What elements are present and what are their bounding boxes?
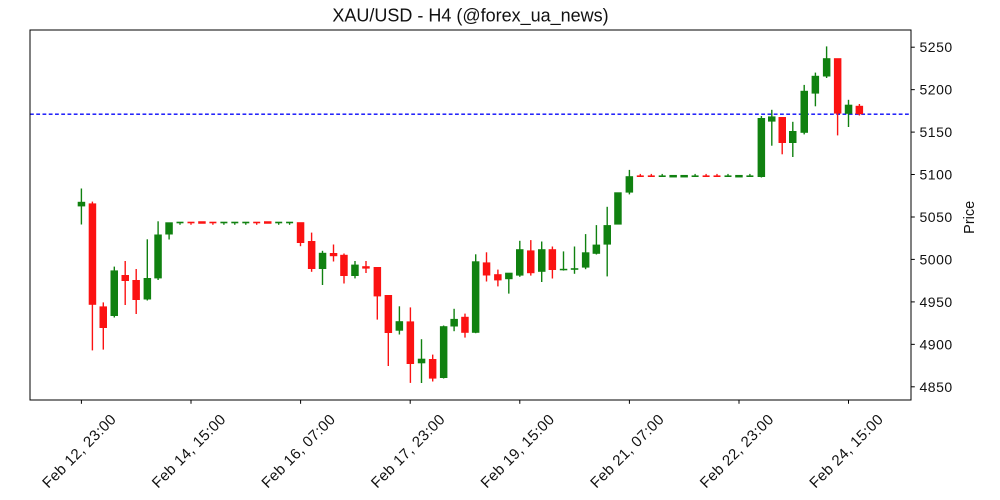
- svg-text:XAU/USD - H4 (@forex_ua_news): XAU/USD - H4 (@forex_ua_news): [332, 6, 608, 27]
- svg-text:4850: 4850: [920, 379, 953, 395]
- svg-text:5150: 5150: [920, 124, 953, 140]
- svg-text:4900: 4900: [920, 336, 953, 352]
- svg-text:Price: Price: [962, 201, 978, 234]
- svg-text:5000: 5000: [920, 251, 953, 267]
- svg-text:5200: 5200: [920, 82, 953, 98]
- svg-text:5100: 5100: [920, 167, 953, 183]
- svg-text:4950: 4950: [920, 294, 953, 310]
- svg-text:5250: 5250: [920, 39, 953, 55]
- svg-text:5050: 5050: [920, 209, 953, 225]
